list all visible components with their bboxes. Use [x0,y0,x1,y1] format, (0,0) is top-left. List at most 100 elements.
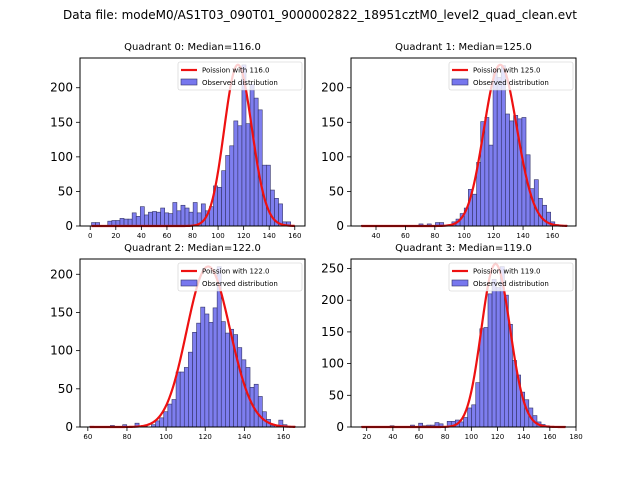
histogram-bar [196,322,202,428]
legend-box [177,262,303,292]
histogram-bar [167,403,173,428]
histogram-bar [233,120,239,227]
histogram-bar [221,170,226,227]
panel-quadrant-2: Quadrant 2: Median=122.0 0 50 100 150 200 60 80… [50,243,306,441]
x-tick-label: 100 [211,232,224,240]
histogram-bar [237,347,243,428]
x-tick-label: 100 [159,433,172,441]
legend-box [448,61,574,91]
x-tick-label: 100 [465,433,478,441]
y-tick-label: 0 [65,420,73,434]
histogram-bar [266,164,271,227]
axes-frame [79,258,306,428]
histogram-bar [487,293,493,428]
histogram-bar [176,210,182,227]
y-tick-label: 50 [329,388,344,402]
histogram-bar [152,211,157,227]
histogram-bar [200,306,206,428]
histogram-bar [467,407,472,428]
histogram-bar [183,367,189,428]
histogram-bar [192,332,197,428]
y-tick-label: 50 [58,382,73,396]
histogram-bar [168,213,174,227]
legend-label-observed: Observed distribution [473,79,549,87]
histogram-bar [472,193,477,227]
x-tick-label: 100 [458,232,471,240]
y-tick-label: 150 [321,115,344,129]
y-tick-label: 0 [65,219,73,233]
histogram-bar [488,144,494,227]
y-tick-label: 0 [336,420,344,434]
histogram-bar [484,117,490,227]
histogram-bar [144,214,149,227]
histogram-bar [188,351,193,428]
x-tick-label: 60 [162,232,171,240]
y-tick-label: 50 [58,184,73,198]
y-tick-label: 200 [50,81,73,95]
legend-label-poisson: Poission with 119.0 [473,268,541,276]
x-tick-label: 120 [237,232,250,240]
x-tick-label: 20 [111,232,120,240]
histogram-bar [160,207,165,227]
histogram-bar [245,123,251,227]
histogram-bar [220,321,226,428]
histogram-bar [139,206,145,227]
histogram-bar [495,287,501,428]
x-tick-label: 140 [516,232,529,240]
x-tick-label: 80 [188,232,197,240]
histogram-bar [225,155,231,227]
histogram-bar [237,125,243,227]
histogram-bar [475,382,481,428]
histogram-bar [241,359,247,428]
legend: Poission with 116.0 Observed distribution [177,61,303,91]
legend-label-observed: Observed distribution [202,280,278,288]
y-tick-label: 150 [50,305,73,319]
x-tick-label: 60 [415,433,424,441]
histogram-bar [509,120,514,227]
y-tick-label: 100 [321,357,344,371]
histogram-bar [491,278,497,428]
histogram-bar [463,417,468,428]
y-tick-label: 100 [50,150,73,164]
histogram-bar [212,307,218,428]
histogram-bar [208,322,214,428]
histogram-bar [171,399,177,428]
histogram-bar [135,216,141,227]
y-tick-label: 250 [321,262,344,276]
figure-suptitle: Data file: modeM0/AS1T03_090T01_90000028… [63,8,577,22]
x-tick-label: 40 [372,232,381,240]
histogram-bar [119,218,125,227]
panel-title: Quadrant 3: Median=119.0 [395,243,532,254]
y-tick-label: 100 [321,150,344,164]
legend-bar-swatch [180,279,198,287]
histogram-bar [163,411,169,428]
x-tick-label: 160 [543,433,556,441]
y-tick-label: 150 [50,115,73,129]
histogram-bar [159,417,165,428]
histogram-bar [188,211,194,227]
histogram-bar [184,207,190,227]
histogram-bar [542,204,547,227]
y-tick-label: 200 [50,267,73,281]
x-tick-label: 60 [401,232,410,240]
x-tick-label: 40 [137,232,146,240]
histogram-bar [225,332,230,428]
x-tick-label: 140 [517,433,530,441]
x-tick-label: 160 [288,232,301,240]
histogram-bar [505,113,510,227]
histogram-bar [175,371,181,428]
histogram-bar [164,212,170,227]
histogram-bar [483,327,489,428]
legend-bar-swatch [451,279,469,287]
legend-label-poisson: Poission with 125.0 [473,67,541,75]
axes-frame [350,57,577,227]
histogram-bar [148,211,153,227]
x-tick-label: 160 [277,433,290,441]
legend: Poission with 119.0 Observed distribution [448,262,574,292]
histogram-bar [492,70,498,227]
axes-frame [350,258,577,428]
x-tick-label: 120 [487,232,500,240]
x-tick-label: 140 [263,232,276,240]
legend-label-poisson: Poission with 122.0 [202,268,270,276]
y-tick-label: 200 [321,81,344,95]
